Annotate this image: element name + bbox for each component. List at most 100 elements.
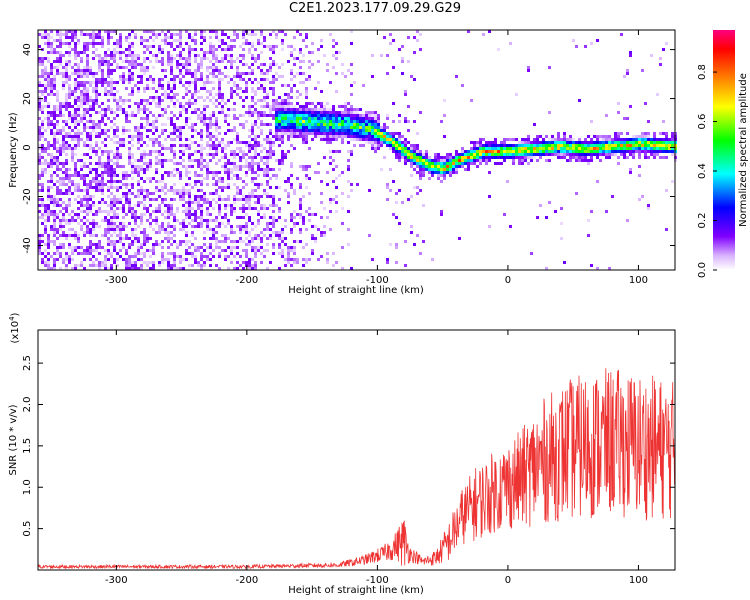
spectrogram-cell <box>68 84 71 87</box>
spectrogram-cell <box>98 210 101 213</box>
spectrogram-cell <box>188 192 191 195</box>
spectrogram-cell <box>158 180 161 183</box>
spectrogram-cell <box>278 123 281 126</box>
spectrogram-cell <box>95 102 98 105</box>
spectrogram-cell <box>86 81 89 84</box>
spectrogram-cell <box>416 156 419 159</box>
spectrogram-cell <box>149 216 152 219</box>
spectrogram-cell <box>578 147 581 150</box>
spectrogram-cell <box>236 138 239 141</box>
spectrogram-cell <box>206 210 209 213</box>
spectrogram-cell <box>137 63 140 66</box>
spectrogram-cell <box>608 147 611 150</box>
spectrogram-cell <box>203 99 206 102</box>
spectrogram-cell <box>83 69 86 72</box>
spectrogram-cell <box>134 195 137 198</box>
spectrogram-cell <box>212 144 215 147</box>
spectrogram-cell <box>89 162 92 165</box>
spectrogram-cell <box>302 105 305 108</box>
snr-x-label: Height of straight line (km) <box>288 585 424 596</box>
spectrogram-cell <box>662 120 665 123</box>
spectrogram-cell <box>218 144 221 147</box>
spectrogram-cell <box>197 246 200 249</box>
spectrogram-cell <box>86 138 89 141</box>
spectrogram-cell <box>257 87 260 90</box>
spectrogram-cell <box>107 39 110 42</box>
spectrogram-cell <box>74 249 77 252</box>
spectrogram-cell <box>440 159 443 162</box>
spectrogram-cell <box>362 117 365 120</box>
spectrogram-cell <box>413 51 416 54</box>
spectrogram-cell <box>233 183 236 186</box>
spectrogram-cell <box>125 129 128 132</box>
spectrogram-cell <box>239 96 242 99</box>
spectrogram-cell <box>374 123 377 126</box>
spectrogram-cell <box>41 135 44 138</box>
spectrogram-cell <box>326 129 329 132</box>
spectrogram-cell <box>290 78 293 81</box>
spectrogram-cell <box>131 261 134 264</box>
spectrogram-cell <box>194 90 197 93</box>
spectrogram-cell <box>458 156 461 159</box>
spectrogram-cell <box>254 60 257 63</box>
spectrogram-cell <box>167 105 170 108</box>
spectrogram-cell <box>215 120 218 123</box>
spectrogram-cell <box>248 192 251 195</box>
spectrogram-cell <box>146 84 149 87</box>
spectrogram-cell <box>389 135 392 138</box>
spectrogram-cell <box>182 228 185 231</box>
spectrogram-cell <box>158 231 161 234</box>
spectrogram-cell <box>266 96 269 99</box>
spectrogram-cell <box>53 252 56 255</box>
spectrogram-cell <box>248 48 251 51</box>
spectrogram-cell <box>272 60 275 63</box>
spectrogram-cell <box>188 54 191 57</box>
spectrogram-cell <box>269 123 272 126</box>
spectrogram-cell <box>434 168 437 171</box>
spectrogram-cell <box>44 255 47 258</box>
spectrogram-cell <box>572 150 575 153</box>
spectrogram-cell <box>317 171 320 174</box>
spectrogram-cell <box>455 150 458 153</box>
spectrogram-cell <box>314 132 317 135</box>
spectrogram-cell <box>269 204 272 207</box>
spectrogram-cell <box>305 33 308 36</box>
spectrogram-cell <box>122 237 125 240</box>
spectrogram-cell <box>650 54 653 57</box>
spectrogram-cell <box>590 120 593 123</box>
spectrogram-cell <box>224 162 227 165</box>
spectrogram-cell <box>209 51 212 54</box>
spectrogram-cell <box>137 141 140 144</box>
spectrogram-cell <box>410 174 413 177</box>
spectrogram-cell <box>236 186 239 189</box>
spectrogram-cell <box>350 105 353 108</box>
spectrogram-cell <box>389 189 392 192</box>
spectrogram-cell <box>287 246 290 249</box>
spectrogram-cell <box>56 186 59 189</box>
spectrogram-cell <box>341 111 344 114</box>
spectrogram-cell <box>290 258 293 261</box>
spectrogram-cell <box>155 243 158 246</box>
spectrogram-cell <box>257 81 260 84</box>
spectrogram-cell <box>53 228 56 231</box>
spectrogram-cell <box>170 123 173 126</box>
spectrogram-cell <box>629 147 632 150</box>
spectrogram-cell <box>113 42 116 45</box>
spectrogram-cell <box>509 138 512 141</box>
spectrogram-cell <box>236 246 239 249</box>
spectrogram-cell <box>209 114 212 117</box>
spectrogram-cell <box>128 147 131 150</box>
spectrogram-cell <box>320 138 323 141</box>
spectrogram-cell <box>311 51 314 54</box>
spectrogram-cell <box>200 159 203 162</box>
spectrogram-cell <box>164 183 167 186</box>
spectrogram-cell <box>494 147 497 150</box>
spectrogram-cell <box>116 129 119 132</box>
spectrogram-cell <box>635 150 638 153</box>
spectrogram-cell <box>356 183 359 186</box>
spectrogram-cell <box>209 72 212 75</box>
spectrogram-cell <box>305 132 308 135</box>
spectrogram-cell <box>209 264 212 267</box>
spectrogram-cell <box>479 162 482 165</box>
spectrogram-cell <box>107 81 110 84</box>
